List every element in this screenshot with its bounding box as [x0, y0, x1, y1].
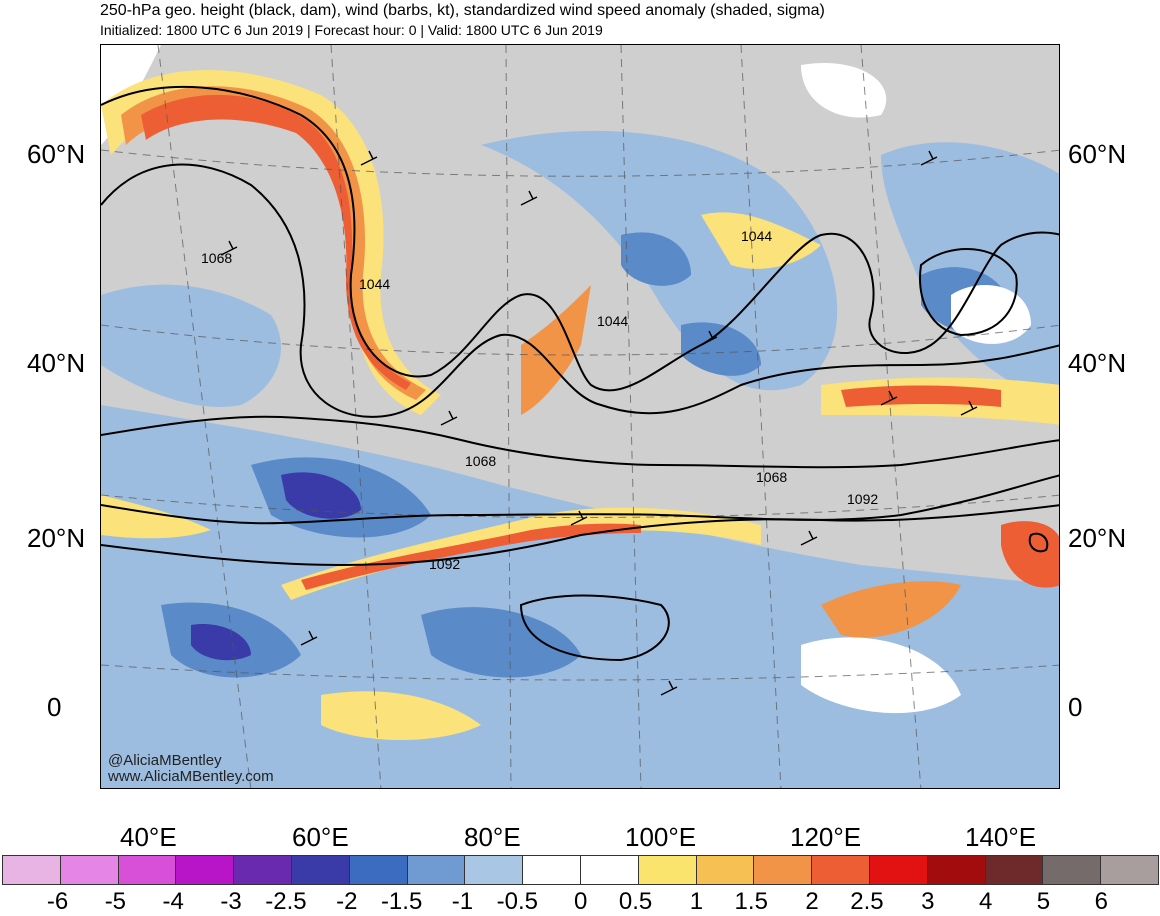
credit-handle: @AliciaMBentley	[108, 752, 222, 769]
colorbar-swatch	[60, 856, 119, 884]
colorbar-label: 1	[689, 888, 704, 915]
colorbar-swatch	[176, 856, 235, 884]
contour-label: 1044	[359, 276, 390, 292]
lat-label-left: 0	[47, 692, 62, 722]
colorbar-swatch	[580, 856, 639, 884]
lon-label: 120°E	[790, 822, 862, 852]
colorbar-label: -2.5	[265, 888, 307, 915]
lat-label-left: 60°N	[27, 139, 86, 169]
contour-label: 1092	[429, 556, 460, 572]
colorbar-swatch	[465, 856, 524, 884]
colorbar-swatch	[638, 856, 697, 884]
colorbar	[2, 855, 1159, 885]
colorbar-label: -0.5	[496, 888, 538, 915]
colorbar-label: -6	[46, 888, 69, 915]
colorbar-swatch	[3, 856, 61, 884]
colorbar-label: -1.5	[380, 888, 423, 915]
lat-label-right: 60°N	[1068, 139, 1127, 169]
lat-label-right: 40°N	[1068, 348, 1127, 378]
contour-labels: 1068 1044 1044 1044 1068 1068 1092 1092	[201, 228, 878, 572]
colorbar-swatch	[234, 856, 292, 884]
colorbar-label: -3	[220, 888, 242, 915]
colorbar-label: -4	[162, 888, 184, 915]
colorbar-label: 3	[921, 888, 935, 915]
map-title: 250-hPa geo. height (black, dam), wind (…	[100, 2, 825, 19]
colorbar-label: 1.5	[734, 888, 768, 915]
lat-label-right: 0	[1068, 692, 1083, 722]
weather-map: 1068 1044 1044 1044 1068 1068 1092 1092	[100, 44, 1060, 789]
lat-label-left: 40°N	[27, 348, 86, 378]
contour-label: 1044	[597, 313, 628, 329]
colorbar-swatch	[523, 856, 581, 884]
colorbar-label: 6	[1094, 888, 1108, 915]
map-subtitle: Initialized: 1800 UTC 6 Jun 2019 | Forec…	[100, 22, 603, 38]
lon-label: 140°E	[965, 822, 1037, 852]
colorbar-label: 0.5	[618, 888, 653, 915]
colorbar-swatch	[754, 856, 813, 884]
lon-label: 60°E	[292, 822, 349, 852]
colorbar-label: 0	[574, 888, 588, 915]
jet-stream-shading	[101, 70, 1059, 740]
neutral-shading	[101, 45, 1031, 714]
colorbar-label: 2	[805, 888, 819, 915]
colorbar-label: -1	[451, 888, 474, 915]
contour-label: 1068	[465, 453, 496, 469]
wind-barbs	[220, 150, 978, 696]
lon-label: 80°E	[464, 822, 521, 852]
lon-label: 100°E	[625, 822, 697, 852]
colorbar-swatch	[291, 856, 350, 884]
lat-label-left: 20°N	[27, 523, 86, 553]
colorbar-label: 4	[978, 888, 993, 915]
colorbar-swatch	[869, 856, 928, 884]
colorbar-label: -5	[104, 888, 127, 915]
colorbar-swatch	[1101, 856, 1158, 884]
map-canvas: 1068 1044 1044 1044 1068 1068 1092 1092	[101, 45, 1059, 788]
contour-label: 1068	[756, 469, 787, 485]
contour-label: 1068	[201, 250, 232, 266]
contour-label: 1092	[847, 491, 878, 507]
colorbar-swatch	[118, 856, 177, 884]
colorbar-swatch	[407, 856, 466, 884]
colorbar-swatch	[1043, 856, 1102, 884]
colorbar-swatch	[696, 856, 755, 884]
deep-negative-shading	[191, 472, 361, 661]
colorbar-label: 5	[1036, 888, 1051, 915]
colorbar-swatch	[927, 856, 986, 884]
colorbar-label: -2	[336, 888, 358, 915]
lat-label-right: 20°N	[1068, 523, 1127, 553]
colorbar-swatch	[349, 856, 408, 884]
colorbar-swatch	[812, 856, 870, 884]
height-contours	[101, 85, 1059, 662]
colorbar-swatch	[985, 856, 1044, 884]
lon-label: 40°E	[120, 822, 177, 852]
colorbar-label: 2.5	[850, 888, 884, 915]
credit-url: www.AliciaMBentley.com	[108, 768, 274, 785]
contour-label: 1044	[741, 228, 772, 244]
